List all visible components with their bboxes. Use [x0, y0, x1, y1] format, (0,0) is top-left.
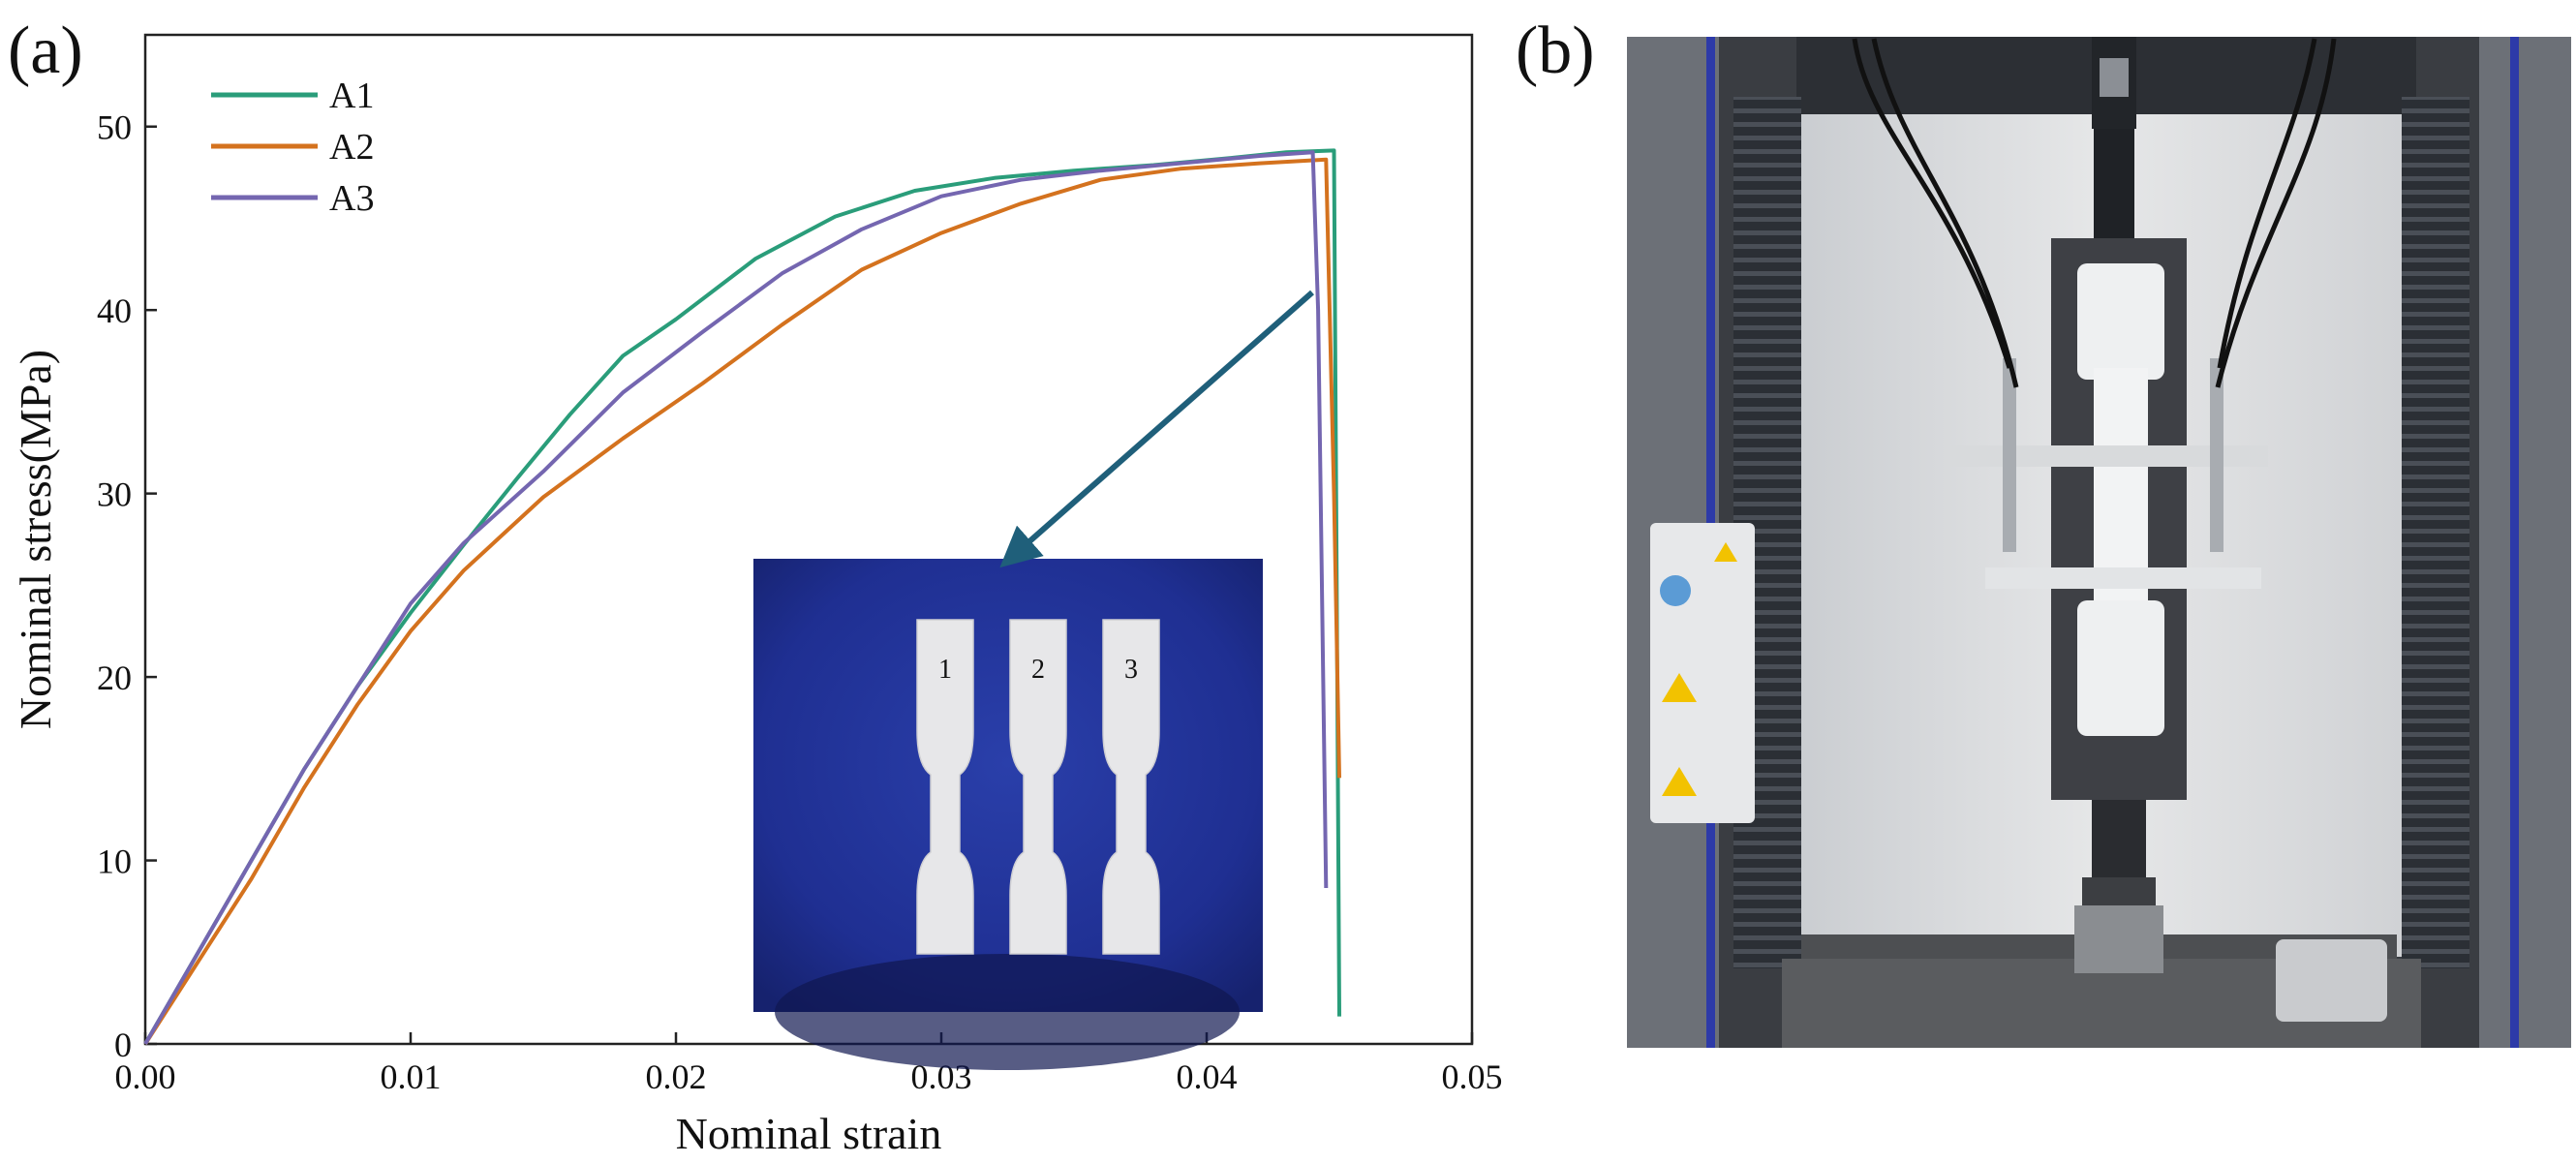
x-tick-label: 0.01	[381, 1057, 442, 1096]
x-tick-label: 0.00	[115, 1057, 176, 1096]
y-tick-label: 10	[97, 842, 132, 881]
legend-label-a2: A2	[329, 127, 374, 168]
x-tick-label: 0.04	[1177, 1057, 1238, 1096]
specimen-number-label: 3	[1124, 655, 1138, 685]
specimen-dogbone	[1102, 619, 1160, 955]
y-tick-label: 40	[97, 291, 132, 330]
x-axis-label: Nominal strain	[676, 1109, 942, 1158]
specimen-photo-inset: 1 2 3	[753, 559, 1263, 1070]
y-axis-label: Nominal stress(MPa)	[11, 350, 60, 729]
x-tick-label: 0.05	[1442, 1057, 1503, 1096]
y-tick-label: 50	[97, 108, 132, 147]
series-line-a3	[143, 150, 1329, 1046]
specimen-dogbone	[916, 619, 974, 955]
inset-pointer-arrow	[999, 290, 1314, 568]
series-line-a2	[143, 157, 1341, 1046]
specimen-dogbone	[1009, 619, 1067, 955]
legend-label-a1: A1	[329, 76, 374, 116]
panel-a-label: (a)	[8, 14, 83, 88]
tensile-machine-photo	[1627, 37, 2571, 1048]
x-tick-label: 0.02	[646, 1057, 707, 1096]
plot-frame	[143, 33, 1474, 1046]
legend: A1 A2 A3	[211, 76, 374, 219]
specimen-number-label: 1	[938, 655, 952, 685]
specimen-number-label: 2	[1031, 655, 1045, 685]
legend-label-a3: A3	[329, 178, 374, 219]
y-tick-label: 20	[97, 659, 132, 697]
y-tick-label: 30	[97, 475, 132, 514]
y-tick-label: 0	[114, 1026, 132, 1064]
series-layer	[143, 148, 1341, 1046]
panel-b-label: (b)	[1516, 14, 1595, 88]
y-axis-ticks: 0 10 20 30 40 50	[97, 108, 157, 1064]
